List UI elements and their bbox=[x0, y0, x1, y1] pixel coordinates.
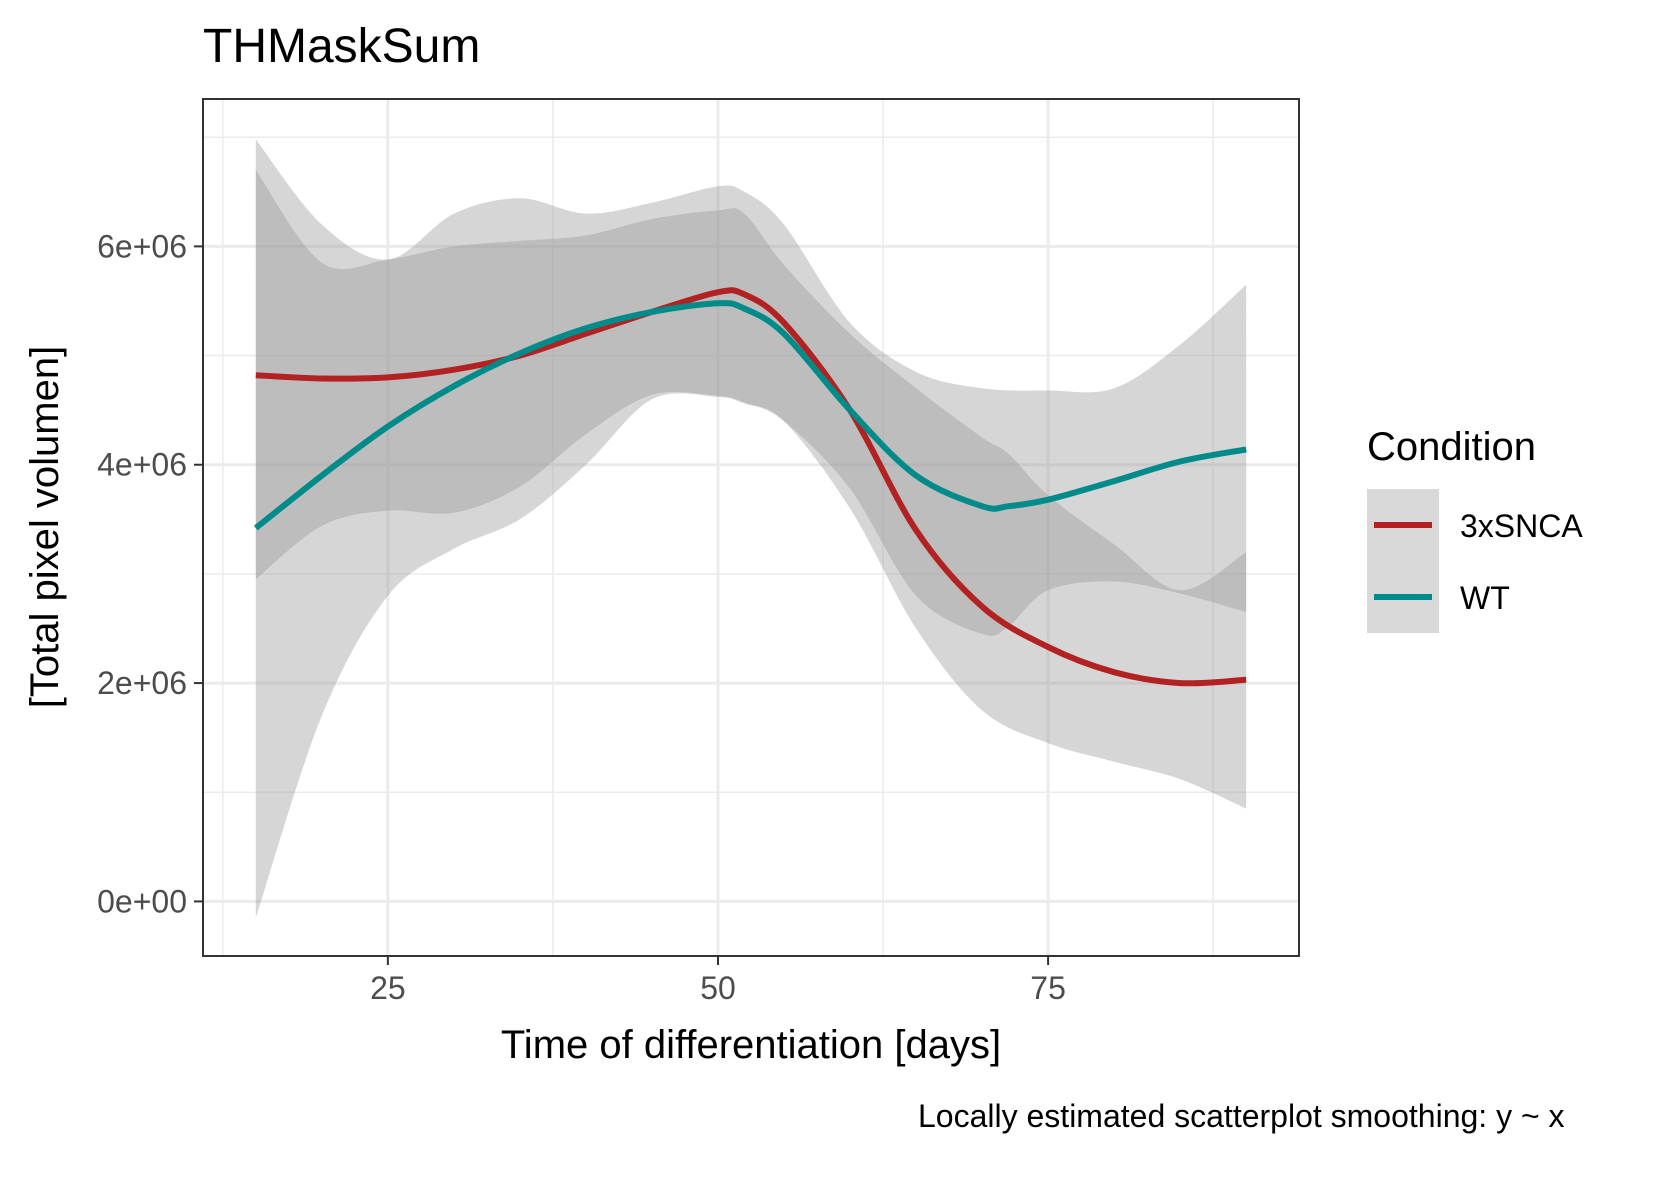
legend-label-wt: WT bbox=[1460, 580, 1510, 616]
grid-layer bbox=[203, 99, 1299, 956]
y-tick-label: 0e+00 bbox=[97, 883, 187, 919]
series-lines bbox=[253, 287, 1247, 687]
y-tick-label: 2e+06 bbox=[97, 665, 187, 701]
series-line-3xsnca bbox=[255, 287, 1247, 687]
x-tick-label: 25 bbox=[370, 970, 406, 1006]
confidence-band-wt bbox=[255, 170, 1247, 636]
panel-border bbox=[202, 98, 1300, 957]
y-tick-label: 4e+06 bbox=[97, 447, 187, 483]
confidence-bands bbox=[255, 139, 1247, 918]
confidence-band-3xsnca bbox=[255, 139, 1247, 918]
legend-label-3xsnca: 3xSNCA bbox=[1460, 508, 1583, 544]
y-axis-title: [Total pixel volumen] bbox=[23, 346, 67, 708]
axis-ticks: 25 50 75 0e+00 2e+06 4e+06 6e+06 bbox=[97, 228, 1066, 1006]
legend-key-background bbox=[1367, 489, 1439, 633]
y-tick-label: 6e+06 bbox=[97, 228, 187, 264]
chart-caption: Locally estimated scatterplot smoothing:… bbox=[918, 1098, 1565, 1134]
x-axis-title: Time of differentiation [days] bbox=[501, 1023, 1001, 1067]
series-line-wt bbox=[253, 300, 1247, 531]
legend: Condition 3xSNCA WT bbox=[1367, 425, 1583, 633]
legend-title: Condition bbox=[1367, 425, 1536, 469]
x-tick-label: 50 bbox=[700, 970, 736, 1006]
x-tick-label: 75 bbox=[1030, 970, 1066, 1006]
chart-title: THMaskSum bbox=[203, 20, 480, 73]
